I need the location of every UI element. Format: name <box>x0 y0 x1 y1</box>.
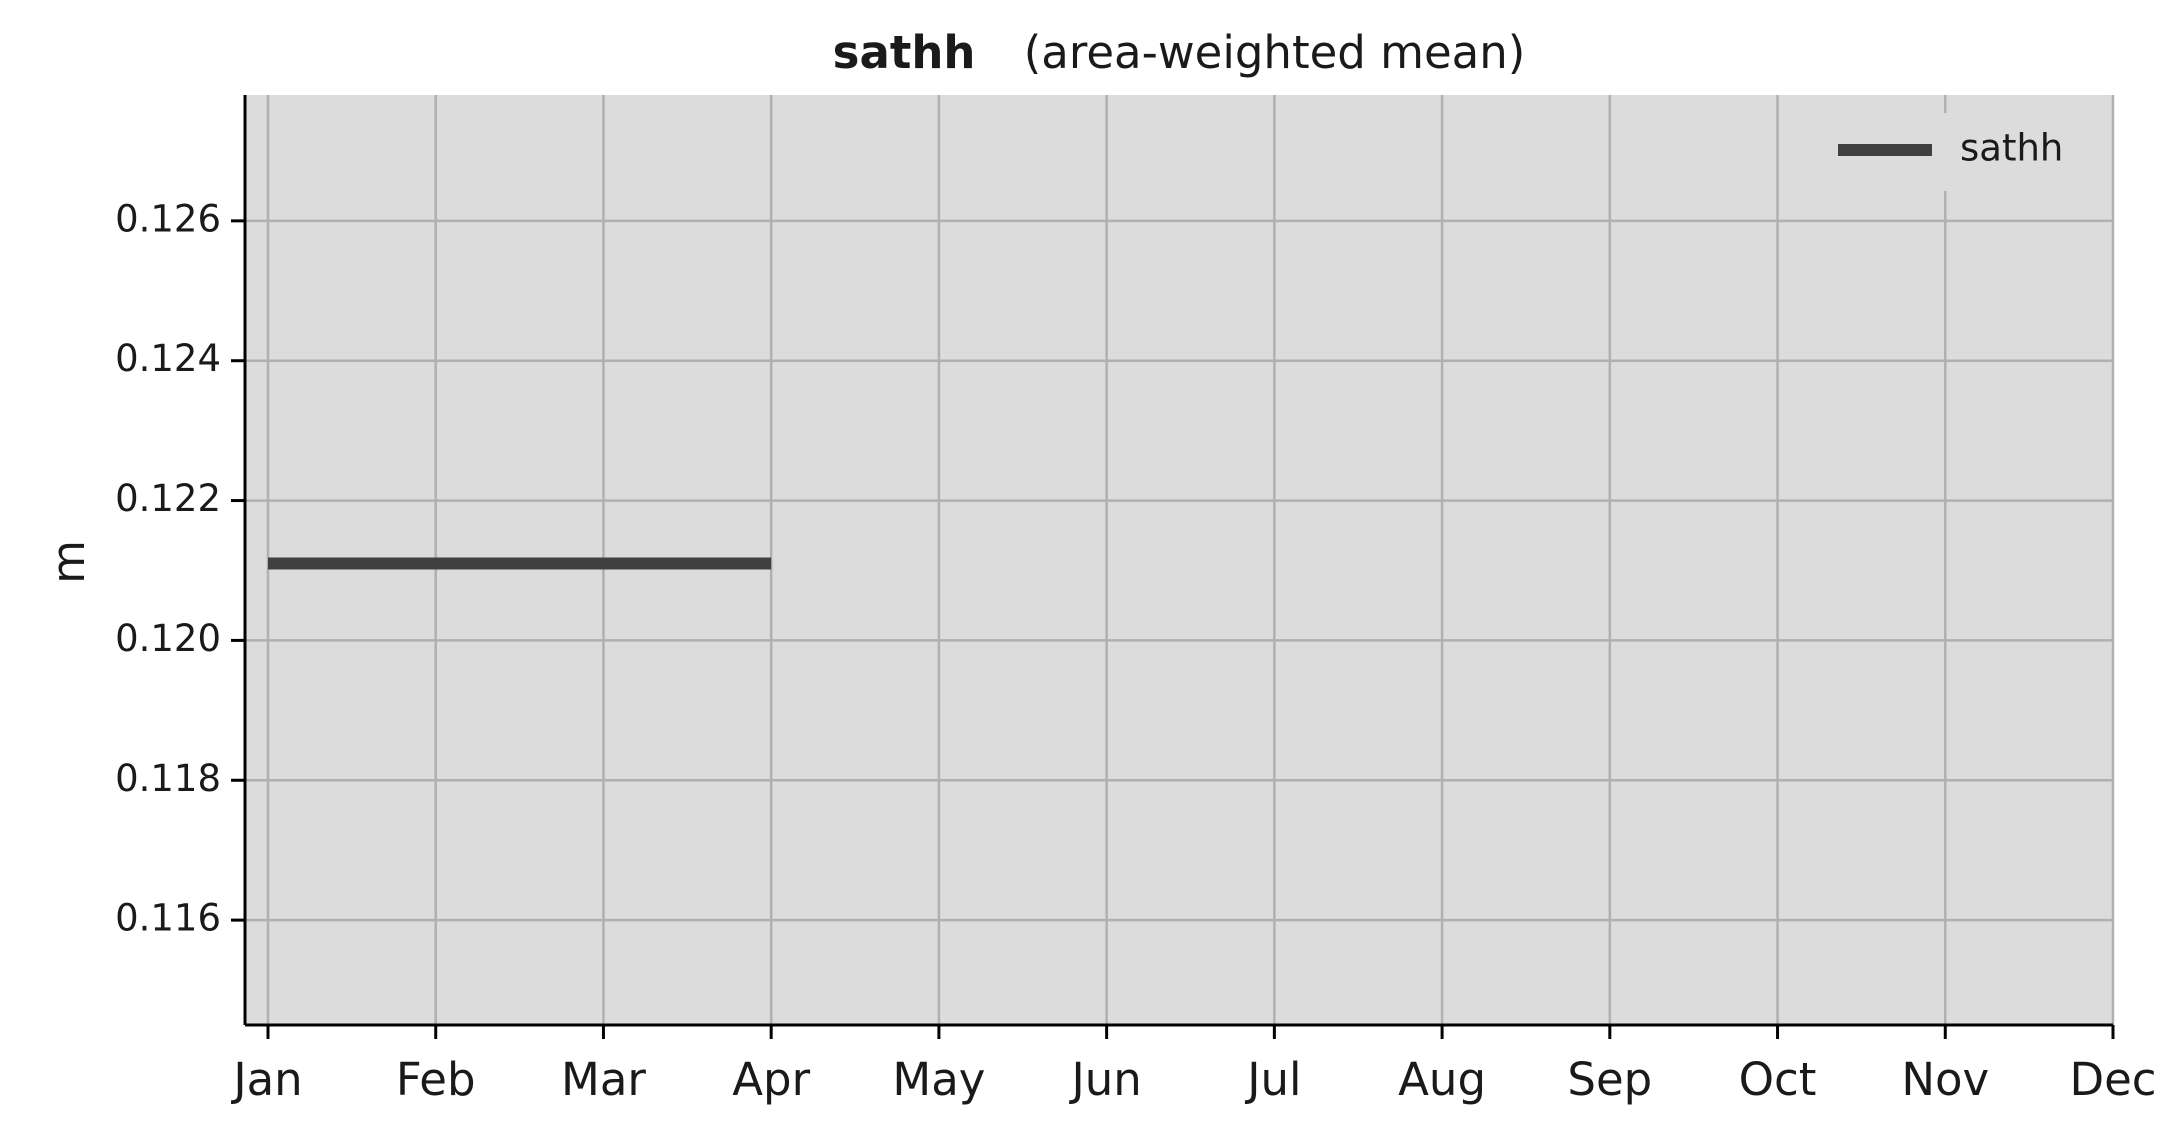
x-tick-label-may: May <box>892 1053 985 1106</box>
x-tick-label-jul: Jul <box>1244 1053 1301 1106</box>
chart-title: sathh (area-weighted mean) <box>833 26 1526 79</box>
legend-label-sathh: sathh <box>1960 127 2063 170</box>
y-tick-label-0.120: 0.120 <box>115 617 221 660</box>
x-tick-label-oct: Oct <box>1739 1053 1817 1106</box>
y-tick-label-0.126: 0.126 <box>115 197 221 240</box>
x-tick-label-apr: Apr <box>732 1053 810 1106</box>
x-tick-label-mar: Mar <box>561 1053 646 1106</box>
y-tick-label-0.124: 0.124 <box>115 337 221 380</box>
grid-lines <box>245 95 2115 1025</box>
y-tick-label-0.118: 0.118 <box>115 757 221 800</box>
x-tick-label-jan: Jan <box>230 1053 302 1106</box>
axis-ticks: Jan Feb Mar Apr May Jun Jul Aug Sep Oct Nov Dec 0.11… <box>115 197 2156 1106</box>
y-tick-label-0.116: 0.116 <box>115 897 221 940</box>
x-tick-label-nov: Nov <box>1901 1053 1989 1106</box>
x-tick-label-feb: Feb <box>396 1053 476 1106</box>
chart-title-rest: (area-weighted mean) <box>1024 26 1526 79</box>
x-tick-label-jun: Jun <box>1068 1053 1141 1106</box>
y-axis-label: m <box>42 540 95 584</box>
y-tick-label-0.122: 0.122 <box>115 477 221 520</box>
chart-title-bold: sathh <box>833 26 976 79</box>
x-tick-label-aug: Aug <box>1398 1053 1486 1106</box>
x-tick-label-sep: Sep <box>1567 1053 1652 1106</box>
x-tick-label-dec: Dec <box>2069 1053 2156 1106</box>
legend: sathh <box>1808 113 2088 191</box>
